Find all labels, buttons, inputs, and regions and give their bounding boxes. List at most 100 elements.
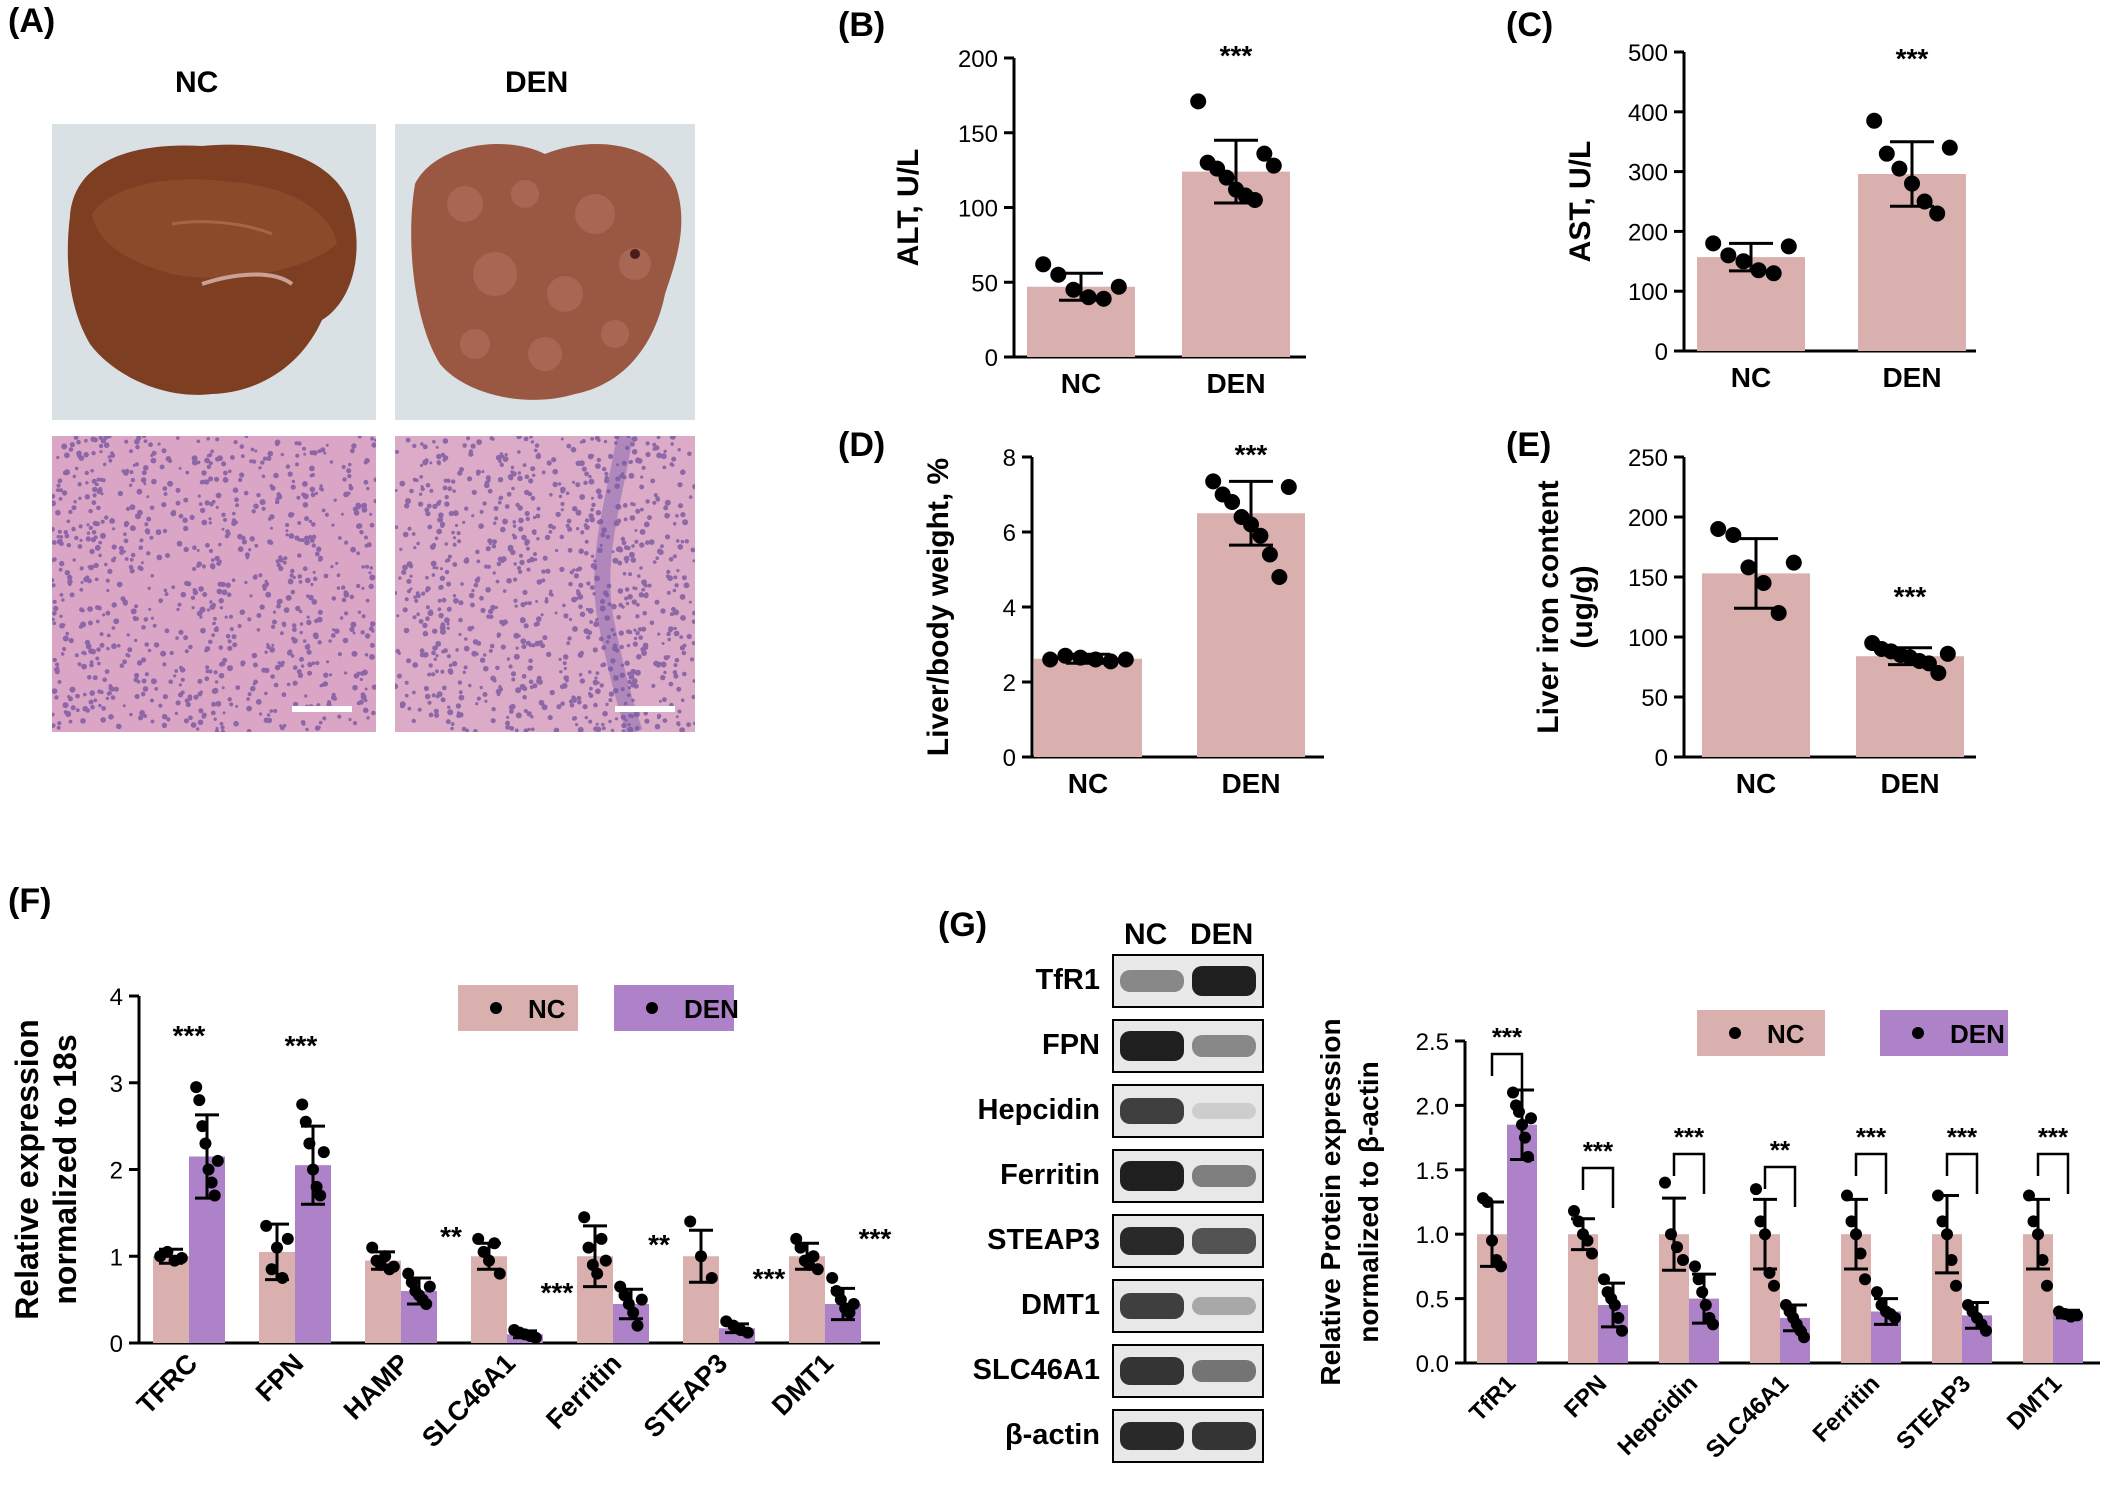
significance-mark: *** <box>173 1020 206 1051</box>
y-tick-label: 3 <box>110 1071 123 1098</box>
data-point <box>1720 247 1737 264</box>
significance-bracket <box>1490 1052 1524 1094</box>
data-point <box>582 1241 595 1254</box>
data-point <box>1243 516 1259 533</box>
data-point <box>1699 1299 1712 1312</box>
data-point <box>483 1254 495 1267</box>
data-point <box>1246 192 1263 209</box>
legend-swatch-nc <box>1697 1010 1825 1056</box>
data-point <box>472 1232 485 1245</box>
significance-mark: *** <box>753 1263 786 1294</box>
panel-a-label-nc: NC <box>175 66 219 99</box>
data-point <box>1705 235 1722 252</box>
y-tick-label: 4 <box>110 984 123 1011</box>
bar-den <box>1856 656 1964 757</box>
data-point <box>1841 1189 1853 1202</box>
data-point <box>281 1232 294 1245</box>
data-point <box>1889 1311 1901 1324</box>
y-axis-label: Relative expression <box>9 1019 45 1320</box>
data-point <box>1495 1260 1507 1273</box>
y-tick-label: 500 <box>1628 40 1668 67</box>
data-point <box>1904 175 1920 192</box>
blot-band-nc <box>1120 1031 1184 1061</box>
blot-row-label: STEAP3 <box>987 1224 1100 1256</box>
legend-swatch-den <box>1880 1010 2008 1056</box>
x-tick-label: HAMP <box>338 1348 415 1425</box>
x-tick-label: SLC46A1 <box>416 1348 521 1453</box>
data-point <box>1035 256 1052 273</box>
blot-strip <box>1112 1084 1264 1138</box>
data-point <box>1866 112 1883 129</box>
legend-label: DEN <box>684 994 739 1024</box>
blot-strip <box>1112 1279 1264 1333</box>
data-point <box>794 1241 807 1254</box>
data-point <box>1256 145 1273 162</box>
chart-E: 0 50 100 150 200 250 Liver iron content (ug/g) N… <box>1532 445 1976 799</box>
data-point <box>1612 1311 1625 1324</box>
panel-label-f: (F) <box>8 882 51 920</box>
data-point <box>1525 1112 1537 1125</box>
data-point <box>1710 521 1727 537</box>
x-tick-label: SLC46A1 <box>1701 1370 1795 1464</box>
he-stain-den <box>395 436 695 732</box>
data-point <box>1878 145 1895 162</box>
data-point <box>202 1163 215 1176</box>
y-tick-label: 2 <box>110 1158 123 1185</box>
panel-label-c: (C) <box>1506 6 1553 44</box>
data-point <box>1280 479 1297 495</box>
y-tick-label: 100 <box>1628 279 1668 306</box>
y-axis-label: Liver iron content <box>1532 480 1565 733</box>
blot-strip <box>1112 1149 1264 1203</box>
data-point <box>1854 1247 1867 1260</box>
significance-mark: *** <box>1220 40 1253 71</box>
x-tick-label: FPN <box>1559 1370 1612 1423</box>
bar-nc <box>365 1260 401 1343</box>
data-point <box>1750 262 1767 279</box>
data-point <box>1522 1150 1534 1163</box>
y-tick-label: 0 <box>985 345 998 372</box>
data-point <box>578 1211 591 1224</box>
y-tick-label: 0.0 <box>1416 1351 1449 1378</box>
data-point <box>1936 1215 1949 1228</box>
data-point <box>1087 651 1104 668</box>
data-point <box>1725 527 1742 543</box>
legend-marker <box>490 1002 502 1014</box>
data-point <box>1671 1241 1683 1254</box>
data-point <box>488 1237 501 1250</box>
data-point <box>420 1297 433 1310</box>
data-point <box>1763 1266 1776 1279</box>
data-point <box>1513 1105 1525 1118</box>
data-point <box>1581 1234 1594 1247</box>
significance-mark: *** <box>1583 1136 1614 1166</box>
legend-label: NC <box>1767 1019 1805 1049</box>
x-tick-label: DMT1 <box>766 1348 839 1421</box>
blot-strip <box>1112 954 1264 1008</box>
significance-mark: *** <box>859 1223 892 1254</box>
data-point <box>2036 1253 2049 1266</box>
x-tick-label: DEN <box>1880 768 1939 799</box>
significance-bracket <box>1945 1152 1979 1194</box>
x-tick-label: Ferritin <box>1808 1370 1886 1448</box>
data-point <box>366 1241 379 1254</box>
blot-row-label: FPN <box>1042 1029 1100 1061</box>
data-point <box>1586 1247 1598 1260</box>
data-point <box>599 1254 612 1267</box>
data-point <box>303 1137 316 1150</box>
y-tick-label: 50 <box>1641 685 1668 712</box>
bar-den <box>1507 1124 1537 1363</box>
data-point <box>1945 1253 1958 1266</box>
data-point <box>1486 1234 1498 1247</box>
blot-band-den <box>1192 1296 1256 1316</box>
blot-row-label: TfR1 <box>1035 964 1100 996</box>
y-tick-label: 4 <box>1003 595 1016 622</box>
bar-den <box>1197 513 1305 757</box>
data-point <box>1050 266 1067 283</box>
data-point <box>1750 1183 1762 1196</box>
chart-G: 0.0 0.5 1.0 1.5 2.0 2.5 Relative Protein expre… <box>1315 1010 2100 1464</box>
data-point <box>1665 1228 1677 1241</box>
y-tick-label: 1.5 <box>1416 1158 1449 1185</box>
data-point <box>1845 1215 1858 1228</box>
significance-mark: ** <box>1770 1135 1791 1165</box>
legend-label: DEN <box>1950 1019 2005 1049</box>
